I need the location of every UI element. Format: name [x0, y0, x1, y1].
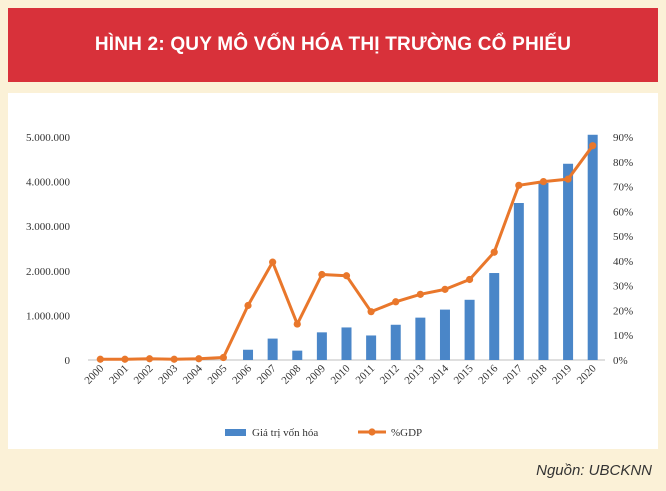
- line-point: [219, 353, 228, 362]
- x-tick-label: 2020: [575, 362, 599, 386]
- bar: [563, 163, 574, 360]
- y-left-tick-label: 3.000.000: [26, 221, 71, 233]
- bar: [366, 335, 377, 360]
- legend-line-label: %GDP: [391, 427, 422, 439]
- y-right-tick-label: 40%: [613, 256, 633, 268]
- y-left-tick-label: 1.000.000: [26, 310, 71, 322]
- x-tick-label: 2002: [132, 363, 156, 387]
- bar: [316, 332, 327, 360]
- figure-header: HÌNH 2: QUY MÔ VỐN HÓA THỊ TRƯỜNG CỔ PHI…: [8, 8, 658, 82]
- x-tick-label: 2014: [427, 362, 451, 386]
- legend-bar-swatch: [225, 429, 246, 436]
- legend-line-marker: [368, 428, 376, 436]
- legend-bar-label: Giá trị vốn hóa: [252, 427, 318, 439]
- bar: [489, 273, 500, 360]
- line-point: [490, 248, 498, 256]
- y-left-tick-label: 0: [65, 355, 71, 367]
- line-point: [121, 355, 129, 363]
- x-tick-label: 2012: [378, 363, 402, 387]
- x-tick-label: 2018: [526, 362, 550, 386]
- x-tick-label: 2009: [304, 362, 328, 386]
- line-point: [589, 142, 597, 150]
- x-tick-label: 2008: [279, 362, 303, 386]
- x-tick-label: 2013: [402, 362, 426, 386]
- line-point: [269, 258, 277, 266]
- y-right-tick-label: 20%: [613, 305, 633, 317]
- bar: [513, 203, 524, 360]
- x-tick-label: 2017: [501, 362, 525, 386]
- bar: [464, 299, 475, 360]
- bar: [439, 309, 450, 360]
- y-right-tick-label: 60%: [613, 206, 633, 218]
- x-tick-label: 2007: [255, 362, 279, 386]
- x-tick-label: 2010: [329, 362, 353, 386]
- x-tick-label: 2004: [181, 362, 205, 386]
- source-note: Nguồn: UBCKNN: [536, 462, 652, 479]
- line-point: [318, 270, 326, 279]
- y-right-tick-label: 80%: [613, 157, 633, 169]
- y-left-tick-label: 4.000.000: [26, 177, 71, 189]
- y-right-tick-label: 30%: [613, 281, 633, 293]
- x-tick-label: 2003: [156, 362, 180, 386]
- bar: [243, 349, 254, 360]
- line-point: [515, 181, 523, 189]
- bar: [267, 338, 278, 360]
- line-point: [367, 308, 375, 316]
- x-tick-label: 2019: [550, 362, 574, 386]
- line-point: [416, 290, 424, 298]
- line-point: [465, 275, 474, 284]
- y-right-tick-label: 50%: [613, 231, 633, 243]
- line-point: [392, 298, 400, 306]
- bar: [538, 182, 549, 360]
- bar: [390, 324, 401, 360]
- line-point: [564, 175, 572, 183]
- y-left-tick-label: 2.000.000: [26, 266, 71, 278]
- y-right-tick-label: 0%: [613, 355, 628, 367]
- line-point: [539, 178, 548, 186]
- y-left-tick-label: 5.000.000: [26, 132, 71, 144]
- line-point: [244, 301, 252, 310]
- x-tick-label: 2011: [353, 363, 377, 387]
- bar: [292, 350, 303, 360]
- y-right-tick-label: 90%: [613, 132, 633, 144]
- y-right-tick-label: 70%: [613, 182, 633, 194]
- chart-svg: 0 1.000.000 2.000.000 3.000.000 4.000.000 5.0…: [26, 132, 633, 439]
- line-point: [96, 355, 104, 363]
- line-point: [441, 285, 449, 293]
- x-tick-label: 2000: [82, 362, 106, 386]
- line-point: [145, 355, 154, 363]
- line-point: [170, 355, 178, 363]
- x-tick-label: 2015: [452, 362, 476, 386]
- y-right-tick-label: 10%: [613, 330, 633, 342]
- bar: [587, 134, 598, 360]
- x-tick-label: 2006: [230, 362, 254, 386]
- line-point: [293, 320, 301, 328]
- line-point: [195, 355, 203, 363]
- x-tick-label: 2005: [205, 362, 229, 386]
- x-tick-label: 2016: [476, 362, 500, 386]
- bar: [341, 327, 352, 360]
- chart-panel: 0 1.000.000 2.000.000 3.000.000 4.000.000 5.0…: [8, 93, 658, 449]
- line-point: [342, 272, 351, 280]
- x-tick-label: 2001: [107, 363, 131, 387]
- bar: [415, 317, 426, 360]
- figure-title: HÌNH 2: QUY MÔ VỐN HÓA THỊ TRƯỜNG CỔ PHI…: [94, 34, 572, 55]
